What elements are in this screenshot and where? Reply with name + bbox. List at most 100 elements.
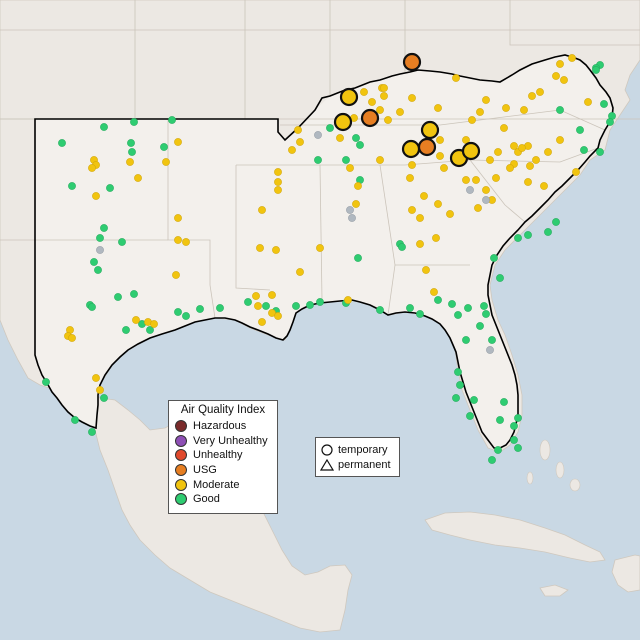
cuba [424,511,606,563]
station-good [514,414,522,422]
station-usg [402,52,422,72]
station-good [544,228,552,236]
station-moderate [92,192,100,200]
station-nodata [486,346,494,354]
legend-item-usg: USG [175,463,271,478]
station-good [292,302,300,310]
station-moderate [461,141,481,161]
jamaica [539,584,569,597]
legend-item-good: Good [175,492,271,507]
station-nodata [96,246,104,254]
station-good [376,306,384,314]
triangle-icon [320,458,334,471]
station-good [146,326,154,334]
station-good [398,243,406,251]
station-good [510,422,518,430]
station-good [314,156,322,164]
legend-item-unhealthy: Unhealthy [175,448,271,463]
station-moderate [552,72,560,80]
station-nodata [346,206,354,214]
station-good [496,416,504,424]
station-moderate [422,266,430,274]
station-moderate [532,156,540,164]
station-good [466,412,474,420]
station-good [448,300,456,308]
station-nodata [466,186,474,194]
station-good [490,254,498,262]
station-moderate [432,234,440,242]
station-moderate [96,386,104,394]
station-good [514,234,522,242]
station-moderate [468,116,476,124]
station-moderate [544,148,552,156]
station-moderate [482,96,490,104]
legend-item-moderate: Moderate [175,477,271,492]
legend-swatch-icon [175,449,187,462]
station-moderate [524,178,532,186]
station-moderate [440,164,448,172]
station-moderate [272,246,280,254]
station-good [342,156,350,164]
station-moderate [584,98,592,106]
station-good [326,124,334,132]
shape-legend-label: permanent [338,458,391,471]
station-good [524,231,532,239]
station-moderate [492,174,500,182]
station-good [316,298,324,306]
station-moderate [294,126,302,134]
station-moderate [462,176,470,184]
station-moderate [528,92,536,100]
shape-legend: temporary permanent [315,437,400,477]
station-good [100,224,108,232]
station-moderate [376,106,384,114]
station-moderate [132,316,140,324]
station-moderate [396,108,404,116]
station-moderate [472,176,480,184]
station-moderate [258,206,266,214]
station-moderate [518,144,526,152]
station-good [480,302,488,310]
station-moderate [68,334,76,342]
legend-swatch-icon [175,478,187,491]
station-good [114,293,122,301]
station-good [488,456,496,464]
station-good [88,303,96,311]
station-good [452,394,460,402]
station-good [600,100,608,108]
station-moderate [150,320,158,328]
station-good [174,308,182,316]
station-moderate [420,192,428,200]
station-moderate [430,288,438,296]
station-moderate [376,156,384,164]
station-good [454,368,462,376]
legend-swatch-icon [175,464,187,477]
station-usg [360,108,380,128]
station-good [96,234,104,242]
station-moderate [406,174,414,182]
station-moderate [452,74,460,82]
station-nodata [314,131,322,139]
station-good [470,396,478,404]
station-moderate [416,240,424,248]
station-moderate [536,88,544,96]
legend-swatch-icon [175,493,187,506]
station-moderate [258,318,266,326]
legend-label: Moderate [193,478,240,491]
station-good [406,304,414,312]
legend-title: Air Quality Index [180,404,266,416]
station-moderate [416,214,424,222]
station-good [128,148,136,156]
circle-icon [321,443,333,456]
station-moderate [172,271,180,279]
station-good [88,428,96,436]
station-moderate [174,138,182,146]
station-moderate [486,156,494,164]
station-moderate [401,139,421,159]
station-good [482,310,490,318]
station-good [122,326,130,334]
station-moderate [482,186,490,194]
station-moderate [556,136,564,144]
highlight-stations [333,52,481,168]
station-good [606,118,614,126]
